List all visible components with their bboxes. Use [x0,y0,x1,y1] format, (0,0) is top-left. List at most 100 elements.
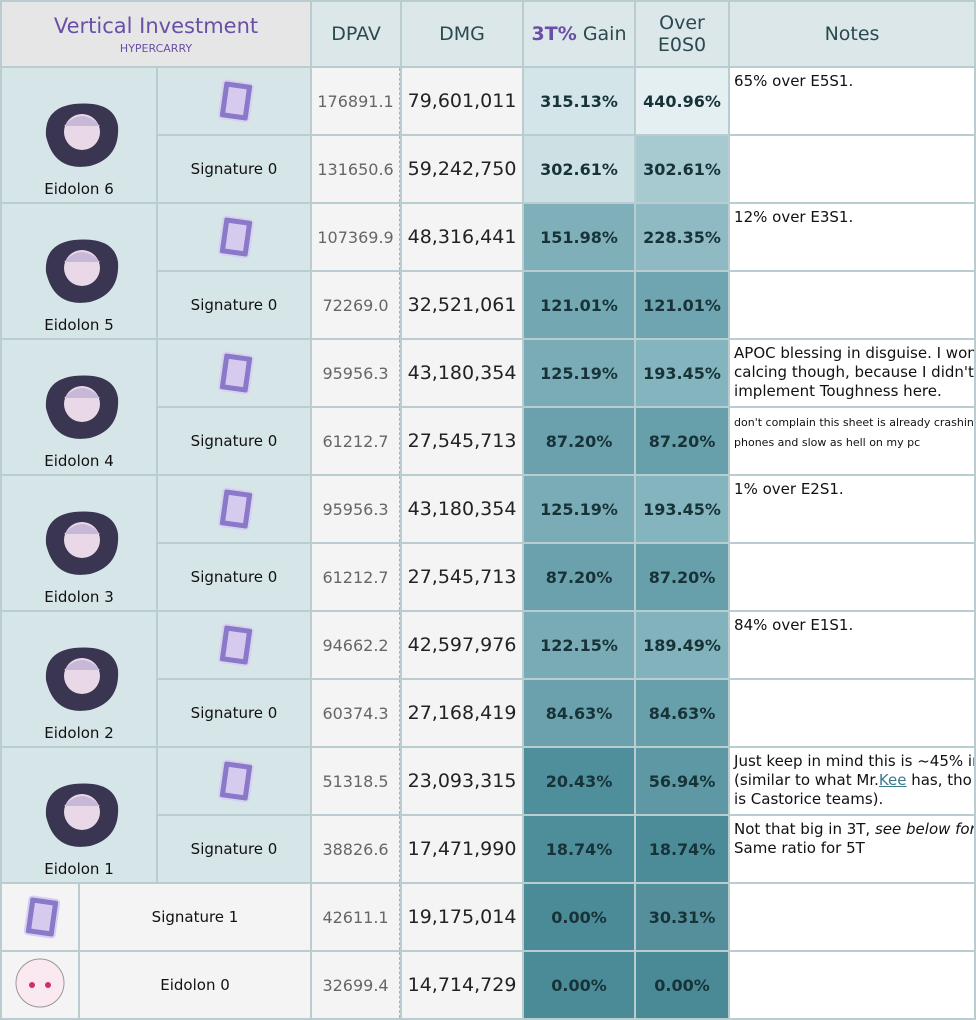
note-text: implement Toughness here. [734,382,942,400]
row: Signature 0 61212.7 27,545,713 87.20% 87.20% [2,544,975,610]
note-line: is Castorice teams). [734,790,974,809]
note-text: Just keep in mind this is ~45% in [734,752,975,770]
single-label: Eidolon 0 [80,952,311,1018]
over-e0s0: 87.20% [636,408,729,474]
over-e0s0: 189.49% [636,612,729,678]
dmg: 43,180,354 [402,340,523,406]
eidolon-cell: Eidolon 4 [2,340,156,474]
notes [730,884,975,950]
header-row: Vertical Investment HYPERCARRY DPAV DMG 3… [2,2,975,66]
notes: 12% over E3S1. [730,204,975,270]
signature-cell [158,68,311,134]
gain: 20.43% [524,748,635,814]
notes [730,544,975,610]
note-text: has, tho [906,771,972,789]
over-e0s0: 87.20% [636,544,729,610]
title-cell: Vertical Investment HYPERCARRY [2,2,311,66]
note-line: calcing though, because I didn't [734,363,974,382]
over-e0s0: 440.96% [636,68,729,134]
signature-cell: Signature 0 [158,272,311,338]
dmg: 19,175,014 [402,884,523,950]
gain: 0.00% [524,884,635,950]
over-e0s0: 228.35% [636,204,729,270]
note-link[interactable]: Kee [878,771,907,789]
eidolon-cell: Eidolon 3 [2,476,156,610]
row: Eidolon 2 94662.2 42,597,976 122.15% 189.49%… [2,612,975,746]
row: Eidolon 1 51318.5 23,093,315 20.43% 56.94% Ju… [2,748,975,882]
note-line: 1% over E2S1. [734,480,974,499]
dmg: 79,601,011 [402,68,523,134]
header-cell: DPAV [312,2,401,66]
over-e0s0: 18.74% [636,816,729,882]
signature-cell [158,204,311,270]
note-line: (similar to what Mr.Kee has, tho [734,771,974,790]
header-em: 3T% [531,23,577,45]
icon-cell [2,884,78,950]
dpav: 61212.7 [312,408,401,474]
note-line: implement Toughness here. [734,382,974,401]
notes [730,680,975,746]
signature-cell: Signature 0 [158,680,311,746]
note-line: phones and slow as hell on my pc [734,432,974,452]
gain: 125.19% [524,476,635,542]
portrait [45,239,119,303]
note-text: APOC blessing in disguise. I won [734,344,975,362]
signature-label: Signature 0 [190,704,278,722]
row: Signature 0 61212.7 27,545,713 87.20% 87.20%… [2,408,975,474]
signature-cell: Signature 0 [158,136,311,202]
row: Eidolon 5 107369.9 48,316,441 151.98% 228.35… [2,204,975,338]
row: Signature 1 42611.1 19,175,014 0.00% 30.31% [2,884,975,950]
dpav: 32699.4 [312,952,401,1018]
signature-cell: Signature 0 [158,544,311,610]
portrait [45,103,119,167]
dpav: 107369.9 [312,204,401,270]
eidolon-label: Eidolon 2 [44,724,114,742]
notes: Not that big in 3T, see below for Same ra… [730,816,975,882]
notes [730,136,975,202]
eidolon-cell: Eidolon 2 [2,612,156,746]
note-text: (similar to what Mr. [734,771,879,789]
icon-cell [2,952,78,1018]
gain: 0.00% [524,952,635,1018]
dpav: 61212.7 [312,544,401,610]
eidolon-label: Eidolon 6 [44,180,114,198]
eidolon-cell: Eidolon 1 [2,748,156,882]
note-line: Just keep in mind this is ~45% in [734,752,974,771]
row: Signature 0 38826.6 17,471,990 18.74% 18.74%… [2,816,975,882]
gain: 87.20% [524,544,635,610]
signature-label: Signature 0 [190,840,278,858]
notes [730,952,975,1018]
row: Eidolon 6 176891.1 79,601,011 315.13% 440.96… [2,68,975,202]
dmg: 59,242,750 [402,136,523,202]
single-label: Signature 1 [80,884,311,950]
header-text: E0S0 [657,34,707,56]
gain: 151.98% [524,204,635,270]
gain: 302.61% [524,136,635,202]
gain: 121.01% [524,272,635,338]
over-e0s0: 121.01% [636,272,729,338]
over-e0s0: 193.45% [636,476,729,542]
dpav: 95956.3 [312,340,401,406]
gain: 84.63% [524,680,635,746]
gain: 87.20% [524,408,635,474]
note-text: Same ratio for 5T [734,839,865,857]
light-cone-icon [217,215,255,259]
notes: 1% over E2S1. [730,476,975,542]
eidolon-cell: Eidolon 6 [2,68,156,202]
dpav: 72269.0 [312,272,401,338]
light-cone-icon [217,487,255,531]
light-cone-icon [217,351,255,395]
note-line: 12% over E3S1. [734,208,974,227]
over-e0s0: 30.31% [636,884,729,950]
notes: APOC blessing in disguise. I won calcing … [730,340,975,406]
signature-label: Signature 0 [190,568,278,586]
note-text: 65% over E5S1. [734,72,854,90]
eidolon-cell: Eidolon 5 [2,204,156,338]
notes [730,272,975,338]
note-text: 12% over E3S1. [734,208,854,226]
dmg: 42,597,976 [402,612,523,678]
signature-label: Signature 0 [190,296,278,314]
header-text: Over [659,12,705,34]
portrait [45,511,119,575]
signature-cell [158,476,311,542]
